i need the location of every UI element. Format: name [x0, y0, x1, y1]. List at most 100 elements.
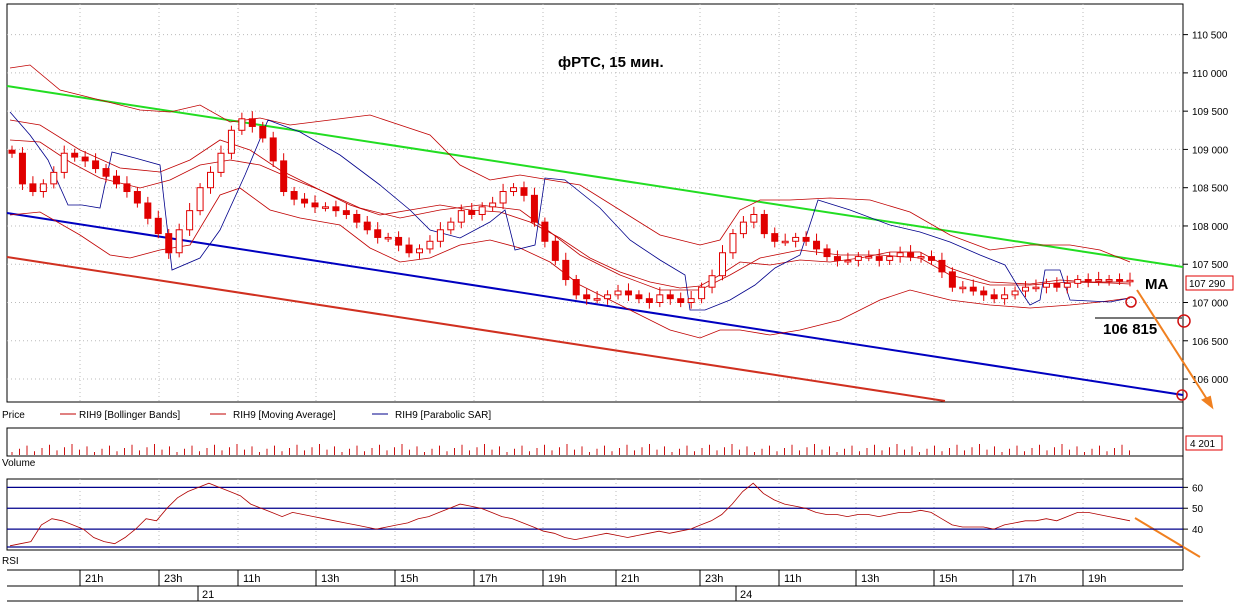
- parabolic-sar-line: [9, 111, 1131, 311]
- candle-body: [1011, 290, 1019, 296]
- candle-body: [635, 294, 643, 300]
- candle-body: [154, 217, 162, 235]
- candle-body: [1032, 286, 1040, 290]
- candle-body: [656, 294, 664, 304]
- candle-body: [186, 210, 194, 231]
- chart-title: фРТС, 15 мин.: [558, 54, 664, 71]
- candle-body: [750, 213, 758, 223]
- candle-body: [1105, 279, 1113, 282]
- candle-body: [551, 240, 559, 261]
- bollinger-middle-line: [9, 139, 1130, 289]
- legend-price: Price: [2, 410, 25, 421]
- candle-body: [8, 149, 16, 154]
- price-axis: 110 500 110 000 109 500 109 000 108 500 108 0…: [1183, 31, 1229, 386]
- time-label: 17h: [479, 573, 497, 585]
- candle-body: [541, 221, 549, 242]
- blue-trendline: [6, 212, 1184, 396]
- candle-body: [39, 183, 47, 193]
- volume-last-value: 4 201: [1190, 439, 1215, 450]
- candle-body: [1095, 279, 1103, 282]
- candle-body: [133, 191, 141, 204]
- candle-body: [248, 118, 256, 127]
- legend-moving-average: RIH9 [Moving Average]: [233, 410, 336, 421]
- rsi-axis: 60 50 40: [1183, 483, 1204, 536]
- last-price-tag: [1185, 275, 1234, 291]
- price-tick-label: 110 000: [1192, 69, 1228, 80]
- time-axis-labels: 21h 23h 11h 13h 15h 17h 19h 21h 23h 11h 13h 15h 17h 1…: [79, 570, 1106, 601]
- candle-body: [510, 187, 518, 193]
- candle-body: [447, 221, 455, 231]
- candle-body: [395, 236, 403, 246]
- candle-body: [990, 294, 998, 300]
- candle-body: [259, 125, 267, 139]
- candle-body: [374, 229, 382, 238]
- rsi-level-lines: [7, 486, 1183, 548]
- candle-body: [666, 294, 674, 300]
- candle-body: [583, 294, 591, 300]
- marker-circle-trend: [1176, 389, 1188, 401]
- volume-label: Volume: [2, 458, 36, 469]
- legend-parabolic-sar: RIH9 [Parabolic SAR]: [395, 410, 491, 421]
- candle-body: [311, 202, 319, 208]
- candle-body: [478, 206, 486, 215]
- candle-body: [624, 290, 632, 296]
- candle-body: [604, 294, 612, 300]
- candle-body: [353, 213, 361, 223]
- candle-body: [980, 290, 988, 296]
- candle-body: [572, 279, 580, 296]
- candle-body: [907, 252, 915, 258]
- rsi-tick-label: 40: [1192, 525, 1204, 536]
- candle-body: [92, 160, 100, 170]
- rsi-tick-label: 50: [1192, 504, 1204, 515]
- candle-body: [865, 256, 873, 259]
- price-tick-label: 107 000: [1192, 299, 1229, 310]
- price-tick-label: 106 000: [1192, 375, 1229, 386]
- candle-body: [1022, 286, 1030, 292]
- candle-body: [238, 118, 246, 131]
- volume-last-tag: [1185, 435, 1223, 451]
- candle-body: [81, 156, 89, 162]
- volume-bars: [11, 444, 1130, 455]
- candle-body: [1116, 279, 1124, 282]
- candle-body: [530, 194, 538, 223]
- date-label: 21: [202, 589, 214, 601]
- candle-body: [875, 256, 883, 261]
- price-tick-label: 110 500: [1192, 31, 1228, 42]
- candle-body: [927, 256, 935, 261]
- marker-circle-level: [1177, 314, 1191, 328]
- bollinger-upper-band: [9, 64, 1131, 263]
- rsi-forecast-arrow: [1134, 517, 1201, 558]
- candle-body: [1053, 282, 1061, 288]
- candle-body: [50, 171, 58, 185]
- candle-body: [102, 168, 110, 177]
- candle-body: [614, 290, 622, 296]
- candle-body: [426, 240, 434, 250]
- candle-body: [112, 175, 120, 185]
- candle-body: [645, 298, 653, 303]
- red-trendline: [6, 256, 946, 402]
- candle-body: [175, 229, 183, 254]
- time-label: 23h: [164, 573, 182, 585]
- last-price-value: 107 290: [1189, 279, 1226, 290]
- candle-body: [823, 248, 831, 258]
- candle-body: [415, 248, 423, 254]
- time-label: 19h: [548, 573, 566, 585]
- candle-body: [144, 202, 152, 219]
- candle-body: [207, 171, 215, 189]
- ma-annotation: MA: [1145, 276, 1168, 293]
- candle-body: [332, 206, 340, 212]
- candle-body: [18, 152, 26, 185]
- candle-body: [896, 252, 904, 258]
- candle-body: [593, 298, 601, 301]
- candle-body: [227, 129, 235, 154]
- candle-body: [457, 210, 465, 223]
- candle-body: [520, 187, 528, 196]
- candle-body: [468, 210, 476, 215]
- candle-body: [886, 256, 894, 261]
- price-tick-label: 108 500: [1192, 184, 1229, 195]
- green-trendline: [6, 85, 1184, 268]
- time-label: 15h: [400, 573, 418, 585]
- time-label: 11h: [784, 573, 802, 585]
- time-label: 23h: [705, 573, 723, 585]
